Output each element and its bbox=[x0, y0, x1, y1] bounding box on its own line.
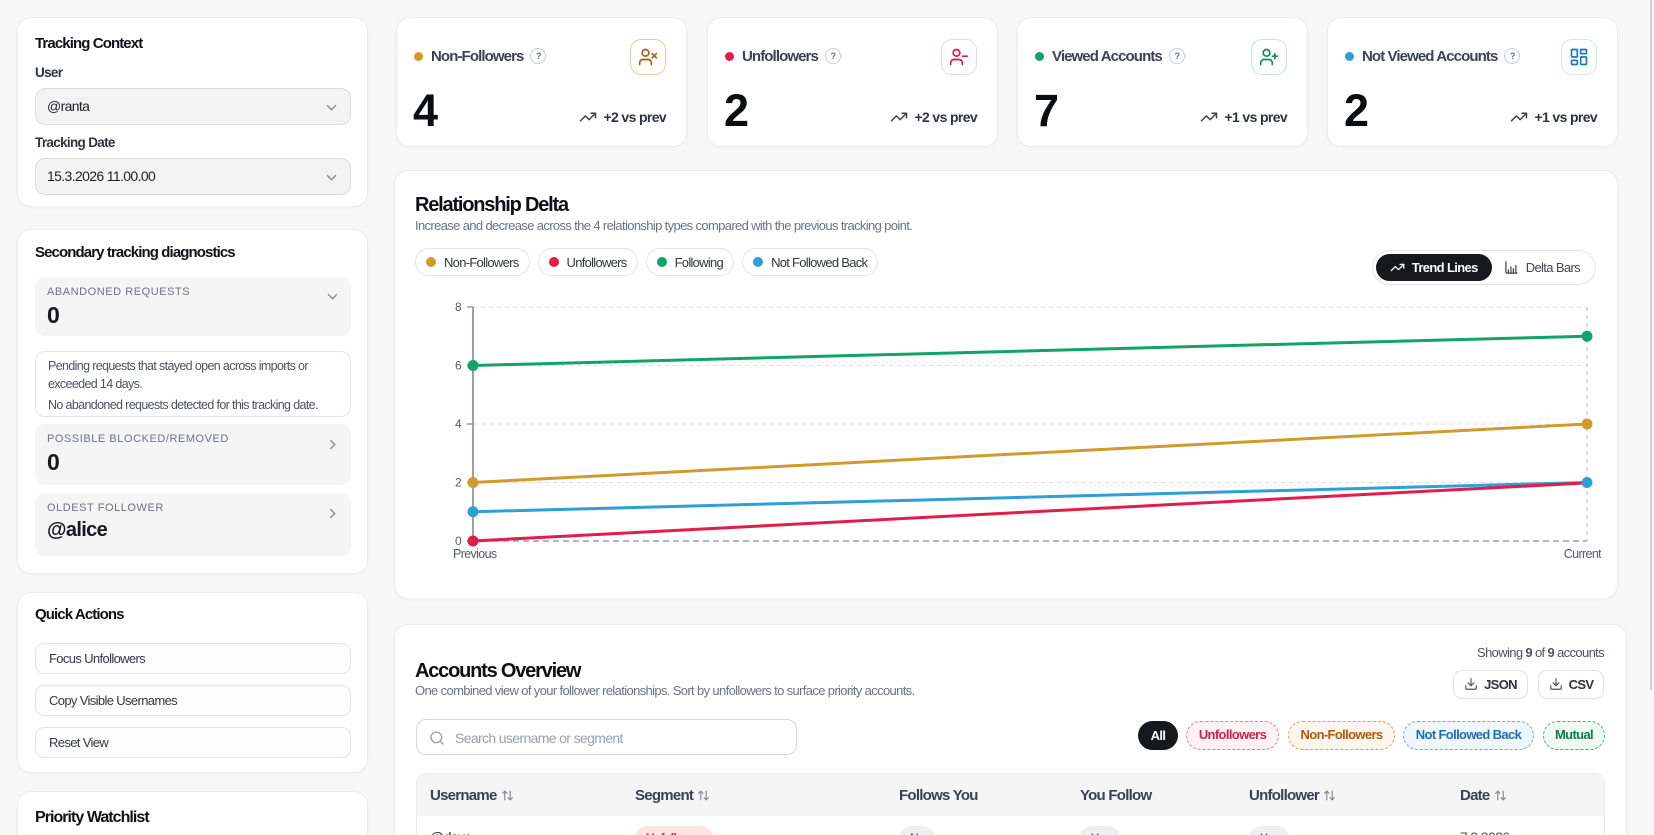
svg-text:0: 0 bbox=[455, 534, 462, 548]
svg-text:6: 6 bbox=[455, 359, 462, 373]
svg-text:8: 8 bbox=[455, 300, 462, 314]
svg-text:4: 4 bbox=[455, 417, 462, 431]
svg-text:Previous: Previous bbox=[453, 547, 497, 561]
svg-text:Current: Current bbox=[1564, 547, 1601, 561]
svg-text:2: 2 bbox=[455, 476, 462, 490]
